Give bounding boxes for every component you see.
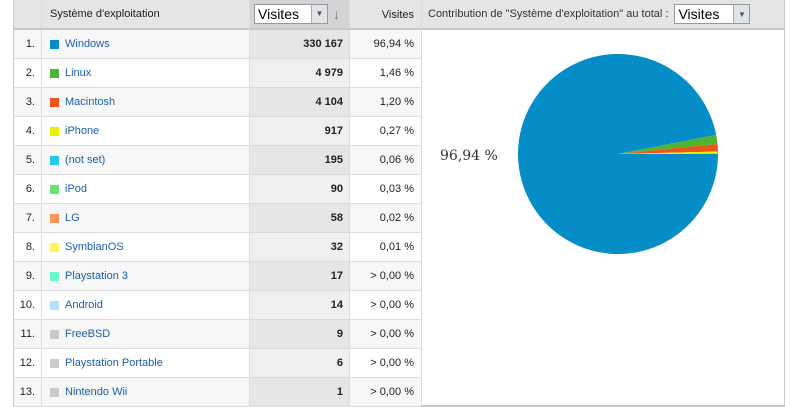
contribution-select[interactable]: Visites ▼: [674, 4, 751, 24]
metric-header[interactable]: Visites: [381, 9, 414, 21]
os-link[interactable]: Playstation Portable: [65, 357, 163, 369]
percent-value: 0,01 %: [379, 241, 414, 253]
row-rank: 7.: [14, 204, 42, 232]
os-link[interactable]: Linux: [65, 67, 92, 79]
table-row: 8. SymbianOS 32 0,01 %: [14, 233, 421, 262]
legend-swatch: [50, 329, 59, 339]
visits-value: 195: [250, 146, 350, 174]
percent-value: 0,27 %: [379, 125, 414, 137]
pie-slice-macintosh[interactable]: [618, 143, 718, 154]
os-link[interactable]: LG: [65, 212, 80, 224]
pie-chart-panel: Contribution de "Système d'exploitation"…: [421, 0, 784, 405]
pie-slice-iphone[interactable]: [618, 151, 718, 154]
row-rank: 13.: [14, 378, 42, 406]
visits-value: 917: [250, 117, 350, 145]
table-row: 2. Linux 4 979 1,46 %: [14, 59, 421, 88]
row-rank: 11.: [14, 320, 42, 348]
os-link[interactable]: iPod: [65, 183, 88, 195]
percent-value: > 0,00 %: [370, 328, 414, 340]
legend-swatch: [50, 97, 59, 107]
table-row: 13. Nintendo Wii 1 > 0,00 %: [14, 378, 421, 407]
sort-arrow-icon[interactable]: ↓: [333, 6, 340, 22]
percent-value: 0,02 %: [379, 212, 414, 224]
legend-swatch: [50, 300, 59, 310]
chevron-down-icon: ▼: [733, 5, 750, 23]
pie-slice--not-set-[interactable]: [618, 153, 718, 154]
row-rank: 8.: [14, 233, 42, 261]
os-link[interactable]: (not set): [65, 154, 106, 166]
table-row: 5. (not set) 195 0,06 %: [14, 146, 421, 175]
row-rank: 5.: [14, 146, 42, 174]
row-rank: 1.: [14, 30, 42, 58]
row-rank: 4.: [14, 117, 42, 145]
data-table: Système d'exploitation Visites ▼ ↓ Visite…: [14, 0, 421, 407]
os-link[interactable]: SymbianOS: [65, 241, 124, 253]
percent-value: 96,94 %: [373, 38, 414, 50]
legend-swatch: [50, 68, 59, 78]
legend-swatch: [50, 213, 59, 223]
os-link[interactable]: Android: [65, 299, 103, 311]
percent-value: > 0,00 %: [370, 299, 414, 311]
os-link[interactable]: Nintendo Wii: [65, 386, 128, 398]
percent-value: 0,06 %: [379, 154, 414, 166]
legend-swatch: [50, 242, 59, 252]
pie-slice-windows[interactable]: [518, 54, 718, 255]
row-rank: 3.: [14, 88, 42, 116]
table-row: 7. LG 58 0,02 %: [14, 204, 421, 233]
os-link[interactable]: Windows: [65, 38, 110, 50]
percent-value: 0,03 %: [379, 183, 414, 195]
os-link[interactable]: iPhone: [65, 125, 100, 137]
row-rank: 2.: [14, 59, 42, 87]
visits-value: 330 167: [250, 30, 350, 58]
table-row: 1. Windows 330 167 96,94 %: [14, 30, 421, 59]
table-row: 4. iPhone 917 0,27 %: [14, 117, 421, 146]
visits-value: 58: [250, 204, 350, 232]
table-row: 3. Macintosh 4 104 1,20 %: [14, 88, 421, 117]
visits-value: 4 979: [250, 59, 350, 87]
visits-value: 4 104: [250, 88, 350, 116]
visits-value: 90: [250, 175, 350, 203]
legend-swatch: [50, 271, 59, 281]
legend-swatch: [50, 126, 59, 136]
table-row: 11. FreeBSD 9 > 0,00 %: [14, 320, 421, 349]
metric-select[interactable]: Visites ▼: [254, 4, 328, 24]
row-rank: 10.: [14, 291, 42, 319]
contribution-label: Contribution de "Système d'exploitation"…: [428, 8, 669, 20]
os-link[interactable]: FreeBSD: [65, 328, 111, 340]
legend-swatch: [50, 387, 59, 397]
dimension-header[interactable]: Système d'exploitation: [42, 0, 250, 28]
legend-swatch: [50, 155, 59, 165]
percent-value: > 0,00 %: [370, 357, 414, 369]
visits-value: 17: [250, 262, 350, 290]
legend-swatch: [50, 358, 59, 368]
percent-value: > 0,00 %: [370, 270, 414, 282]
visits-value: 32: [250, 233, 350, 261]
chevron-down-icon: ▼: [311, 5, 327, 23]
percent-value: 1,46 %: [379, 67, 414, 79]
os-link[interactable]: Macintosh: [65, 96, 116, 108]
table-row: 12. Playstation Portable 6 > 0,00 %: [14, 349, 421, 378]
visits-value: 14: [250, 291, 350, 319]
legend-swatch: [50, 184, 59, 194]
table-row: 6. iPod 90 0,03 %: [14, 175, 421, 204]
percent-value: > 0,00 %: [370, 386, 414, 398]
pie-slice-linux[interactable]: [618, 134, 718, 154]
legend-swatch: [50, 39, 59, 49]
os-link[interactable]: Playstation 3: [65, 270, 128, 282]
table-row: 10. Android 14 > 0,00 %: [14, 291, 421, 320]
percent-value: 1,20 %: [379, 96, 414, 108]
row-rank: 12.: [14, 349, 42, 377]
visits-value: 1: [250, 378, 350, 406]
row-rank: 6.: [14, 175, 42, 203]
pie-chart: 96,94 %: [440, 54, 718, 255]
visits-value: 9: [250, 320, 350, 348]
slice-label: 96,94 %: [440, 148, 498, 164]
report-panel: Système d'exploitation Visites ▼ ↓ Visite…: [13, 0, 785, 407]
table-row: 9. Playstation 3 17 > 0,00 %: [14, 262, 421, 291]
visits-value: 6: [250, 349, 350, 377]
table-header: Système d'exploitation Visites ▼ ↓ Visite…: [14, 0, 421, 30]
row-rank: 9.: [14, 262, 42, 290]
